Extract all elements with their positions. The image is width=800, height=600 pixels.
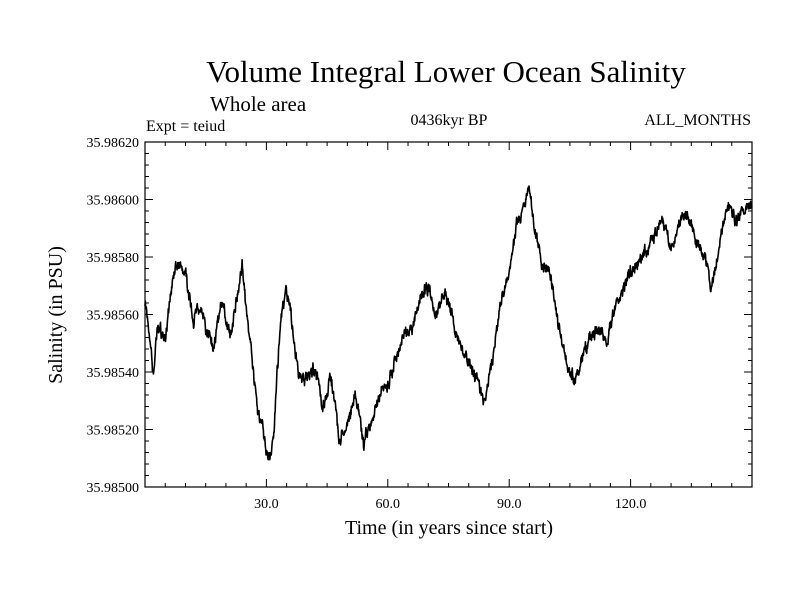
x-tick-label: 60.0	[376, 497, 401, 512]
y-tick-label: 35.98600	[87, 194, 140, 209]
x-tick-label: 90.0	[497, 497, 522, 512]
y-tick-label: 35.98560	[87, 309, 140, 324]
period-label: 0436kyr BP	[411, 112, 488, 129]
chart-subtitle: Whole area	[210, 92, 307, 116]
x-axis-label: Time (in years since start)	[345, 517, 553, 539]
salinity-series-line	[144, 185, 753, 461]
x-tick-label: 120.0	[615, 497, 647, 512]
chart-title: Volume Integral Lower Ocean Salinity	[206, 54, 686, 89]
expt-label: Expt = teiud	[146, 118, 225, 135]
y-tick-label: 35.98580	[87, 251, 140, 266]
y-tick-label: 35.98620	[87, 136, 140, 151]
x-tick-label: 30.0	[254, 497, 279, 512]
y-tick-label: 35.98520	[87, 424, 140, 439]
tick-layer: 30.0 60.0 90.0 120.0 35.98500 35.98520 35.9854…	[87, 136, 753, 512]
y-axis-label: Salinity (in PSU)	[45, 246, 67, 384]
y-tick-label: 35.98500	[87, 481, 140, 496]
months-label: ALL_MONTHS	[644, 112, 751, 129]
plot-frame	[144, 141, 753, 488]
y-tick-label: 35.98540	[87, 366, 140, 381]
